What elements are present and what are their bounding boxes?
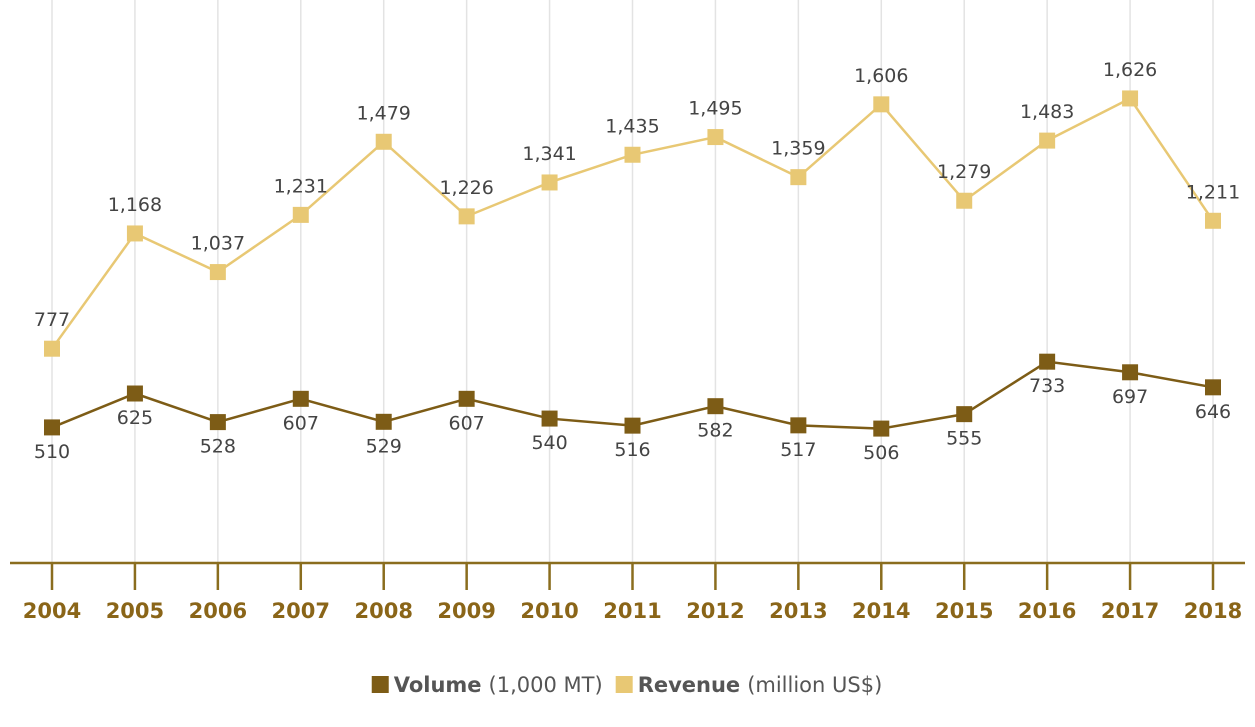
- x-tick-label: 2006: [189, 599, 247, 623]
- data-label: 540: [531, 432, 567, 454]
- data-label: 1,168: [108, 194, 162, 216]
- data-label: 607: [449, 412, 485, 434]
- point-marker: [707, 398, 724, 415]
- point-marker: [956, 192, 973, 209]
- data-label: 1,226: [439, 177, 493, 199]
- point-marker: [292, 206, 309, 223]
- data-label: 1,341: [522, 143, 576, 165]
- data-label: 529: [366, 435, 402, 457]
- x-tick-label: 2007: [272, 599, 330, 623]
- data-label: 516: [614, 439, 650, 461]
- x-tick-label: 2014: [852, 599, 910, 623]
- data-label: 607: [283, 412, 319, 434]
- x-tick-label: 2018: [1184, 599, 1242, 623]
- data-label: 1,479: [357, 102, 411, 124]
- data-label: 506: [863, 442, 899, 464]
- point-marker: [624, 417, 641, 434]
- data-label: 1,435: [605, 115, 659, 137]
- data-label: 528: [200, 436, 236, 458]
- data-label: 1,279: [937, 161, 991, 183]
- data-label: 1,606: [854, 65, 908, 87]
- data-label: 582: [697, 420, 733, 442]
- data-label: 733: [1029, 375, 1065, 397]
- legend-name: Revenue: [638, 673, 741, 697]
- legend-label: Revenue (million US$): [638, 673, 883, 697]
- point-marker: [873, 420, 890, 437]
- point-marker: [1039, 353, 1056, 370]
- data-label: 697: [1112, 386, 1148, 408]
- point-marker: [1122, 90, 1139, 107]
- x-tick-label: 2013: [769, 599, 827, 623]
- point-marker: [44, 419, 60, 436]
- point-marker: [541, 174, 558, 191]
- point-marker: [209, 414, 226, 431]
- data-label: 1,626: [1103, 59, 1157, 81]
- data-label: 1,037: [191, 233, 245, 255]
- point-marker: [873, 96, 890, 113]
- point-marker: [1122, 364, 1139, 381]
- point-marker: [956, 406, 973, 423]
- x-tick-label: 2016: [1018, 599, 1076, 623]
- point-marker: [624, 146, 641, 163]
- point-marker: [541, 410, 558, 427]
- point-marker: [1205, 379, 1221, 396]
- point-marker: [375, 133, 392, 150]
- x-tick-label: 2005: [106, 599, 164, 623]
- data-label: 1,231: [274, 175, 328, 197]
- data-label: 1,495: [688, 98, 742, 120]
- point-marker: [458, 208, 475, 225]
- point-marker: [126, 385, 143, 402]
- point-marker: [790, 169, 807, 186]
- x-tick-label: 2009: [437, 599, 495, 623]
- point-marker: [126, 225, 143, 242]
- data-label: 1,359: [771, 138, 825, 160]
- point-marker: [1039, 132, 1056, 149]
- x-tick-label: 2015: [935, 599, 993, 623]
- x-tick-label: 2008: [354, 599, 412, 623]
- x-tick-label: 2004: [23, 599, 81, 623]
- point-marker: [790, 417, 807, 434]
- point-marker: [458, 390, 475, 407]
- x-tick-label: 2017: [1101, 599, 1159, 623]
- legend-name: Volume: [394, 673, 482, 697]
- legend: Volume (1,000 MT) Revenue (million US$): [371, 673, 883, 697]
- point-marker: [375, 413, 392, 430]
- point-marker: [44, 340, 60, 357]
- legend-swatch: [615, 676, 633, 693]
- data-label: 1,483: [1020, 101, 1074, 123]
- data-label: 510: [34, 441, 70, 463]
- data-label: 646: [1195, 401, 1231, 423]
- data-label: 517: [780, 439, 816, 461]
- legend-label: Volume (1,000 MT): [394, 673, 603, 697]
- data-label: 625: [117, 407, 153, 429]
- legend-unit: (1,000 MT): [489, 673, 603, 697]
- point-marker: [292, 390, 309, 407]
- x-tick-label: 2010: [520, 599, 578, 623]
- point-marker: [707, 129, 724, 146]
- data-label: 1,211: [1186, 181, 1240, 203]
- x-tick-label: 2012: [686, 599, 744, 623]
- data-label: 555: [946, 428, 982, 450]
- data-label: 777: [34, 309, 70, 331]
- legend-unit: (million US$): [747, 673, 882, 697]
- point-marker: [1205, 212, 1221, 229]
- legend-swatch: [371, 676, 389, 693]
- x-tick-label: 2011: [603, 599, 661, 623]
- point-marker: [209, 264, 226, 281]
